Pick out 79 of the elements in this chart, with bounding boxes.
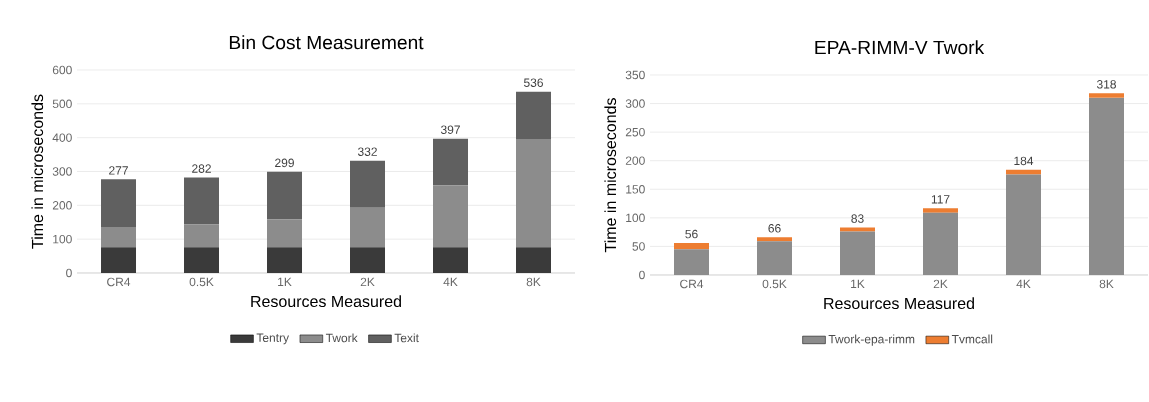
- bar: [923, 212, 958, 275]
- y-tick-label: 100: [53, 234, 72, 244]
- total-label: 299: [275, 158, 294, 168]
- y-axis-title: Time in microseconds: [604, 98, 617, 253]
- bar: [184, 247, 220, 273]
- x-tick-label: 2K: [360, 277, 375, 287]
- x-tick-label: 1K: [851, 279, 865, 288]
- bar: [516, 139, 552, 248]
- bar: [433, 247, 469, 273]
- bar: [840, 227, 875, 232]
- x-tick-label: 8K: [1099, 279, 1114, 289]
- x-tick-label: 8K: [526, 277, 541, 287]
- y-tick-label: 300: [52, 167, 72, 176]
- x-tick-label: CR4: [680, 279, 704, 289]
- y-tick-label: 0: [639, 270, 645, 280]
- legend-label: Tvmcall: [951, 334, 993, 344]
- total-label: 282: [192, 164, 211, 173]
- y-tick-label: 500: [52, 99, 72, 109]
- bar: [516, 91, 552, 140]
- y-tick-label: 0: [66, 268, 72, 278]
- bar: [184, 224, 220, 248]
- total-label: 117: [931, 195, 950, 204]
- bar: [350, 160, 386, 208]
- bar: [923, 208, 958, 213]
- bar: [350, 247, 386, 273]
- legend-label: Tentry: [256, 333, 290, 345]
- y-axis-title: Time in microseconds: [31, 94, 44, 249]
- bar: [433, 138, 469, 186]
- total-label: 56: [685, 229, 698, 239]
- x-tick-label: 0.5K: [762, 279, 787, 289]
- total-label: 66: [768, 224, 781, 233]
- total-label: 83: [851, 214, 864, 223]
- bar: [101, 247, 137, 273]
- bar: [433, 185, 469, 248]
- y-tick-label: 600: [52, 65, 72, 75]
- chart-title: EPA-RIMM-V Twork: [815, 40, 985, 55]
- total-label: 536: [523, 78, 543, 87]
- x-axis-title: Resources Measured: [824, 297, 974, 310]
- bar: [267, 171, 303, 220]
- bar: [757, 237, 793, 242]
- y-tick-label: 200: [625, 156, 645, 165]
- y-tick-label: 300: [625, 99, 645, 108]
- bar: [840, 231, 875, 275]
- bar: [101, 226, 137, 248]
- total-label: 318: [1096, 80, 1116, 89]
- x-tick-label: 0.5K: [189, 277, 214, 287]
- x-tick-label: 2K: [933, 279, 948, 289]
- chart-title: Bin Cost Measurement: [229, 35, 424, 50]
- legend-label: Twork-epa-rimm: [828, 334, 915, 346]
- x-tick-label: CR4: [107, 277, 131, 287]
- total-label: 184: [1014, 156, 1034, 166]
- y-tick-label: 100: [626, 213, 645, 223]
- bar: [1006, 174, 1041, 275]
- y-tick-label: 250: [625, 127, 645, 137]
- legend-label: Twork: [325, 333, 358, 343]
- total-label: 332: [357, 147, 377, 156]
- y-tick-label: 400: [52, 133, 72, 142]
- bar: [184, 177, 220, 225]
- bar: [101, 179, 137, 227]
- x-tick-label: 4K: [443, 277, 458, 286]
- x-tick-label: 4K: [1016, 279, 1031, 288]
- bar: [1089, 97, 1124, 275]
- y-tick-label: 50: [632, 242, 645, 251]
- bar: [757, 241, 793, 275]
- bar: [1089, 93, 1124, 98]
- bar: [674, 249, 709, 275]
- y-tick-label: 150: [626, 185, 645, 194]
- legend-label: Texit: [394, 333, 419, 343]
- x-tick-label: 1K: [278, 277, 292, 286]
- y-tick-label: 200: [52, 201, 72, 210]
- bar: [267, 219, 303, 248]
- bar: [516, 247, 552, 273]
- y-tick-label: 350: [625, 70, 645, 80]
- total-label: 397: [440, 125, 460, 134]
- bar: [267, 247, 303, 273]
- bar: [350, 207, 386, 248]
- total-label: 277: [109, 166, 128, 175]
- bar: [674, 242, 709, 250]
- x-axis-title: Resources Measured: [251, 295, 401, 308]
